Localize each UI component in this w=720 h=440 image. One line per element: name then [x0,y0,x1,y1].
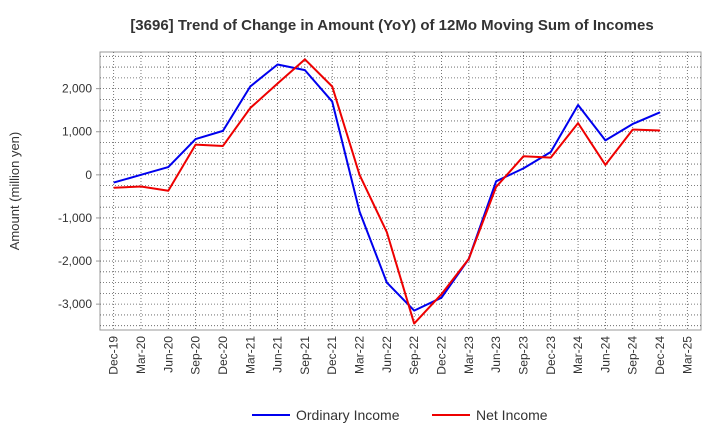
x-tick-label: Jun-22 [380,336,394,373]
y-axis-ticks: -3,000 -2,000 -1,000 0 1,000 2,000 [58,82,100,311]
x-tick-label: Mar-23 [462,336,476,374]
x-tick-label: Jun-20 [161,336,175,373]
chart-title: [3696] Trend of Change in Amount (YoY) o… [130,17,653,34]
y-axis-label: Amount (million yen) [7,132,22,251]
x-axis-ticks: Dec-19 Mar-20 Jun-20 Sep-20 Dec-20 Mar-21 Jun-… [107,336,695,375]
x-tick-label: Sep-21 [298,336,312,375]
x-tick-label: Mar-20 [134,336,148,374]
series-line-ordinary-income [113,63,661,312]
x-tick-label: Sep-22 [407,336,421,375]
x-tick-label: Sep-23 [516,336,530,375]
y-tick-label: 2,000 [62,82,92,96]
x-tick-label: Dec-19 [107,336,121,375]
x-tick-label: Jun-23 [489,336,503,373]
x-tick-label: Mar-24 [571,336,585,374]
legend: Ordinary Income Net Income [252,407,548,423]
y-tick-label: 0 [85,168,92,182]
x-tick-label: Dec-23 [544,336,558,375]
x-tick-label: Dec-21 [325,336,339,375]
x-tick-label: Mar-22 [353,336,367,374]
legend-label: Net Income [476,407,548,423]
x-tick-label: Sep-20 [189,336,203,375]
x-tick-label: Jun-21 [271,336,285,373]
gridlines [100,52,701,330]
y-tick-label: -3,000 [58,297,92,311]
y-tick-label: -1,000 [58,211,92,225]
series-lines [113,58,661,325]
x-tick-label: Mar-25 [680,336,694,374]
x-tick-label: Dec-22 [434,336,448,375]
series-line-net-income [113,58,661,325]
y-tick-label: 1,000 [62,125,92,139]
x-tick-label: Jun-24 [598,336,612,373]
plot-area [99,51,702,331]
y-tick-label: -2,000 [58,254,92,268]
x-tick-label: Mar-21 [243,336,257,374]
legend-label: Ordinary Income [296,407,400,423]
x-tick-label: Dec-24 [653,336,667,375]
x-tick-label: Sep-24 [626,336,640,375]
x-tick-label: Dec-20 [216,336,230,375]
